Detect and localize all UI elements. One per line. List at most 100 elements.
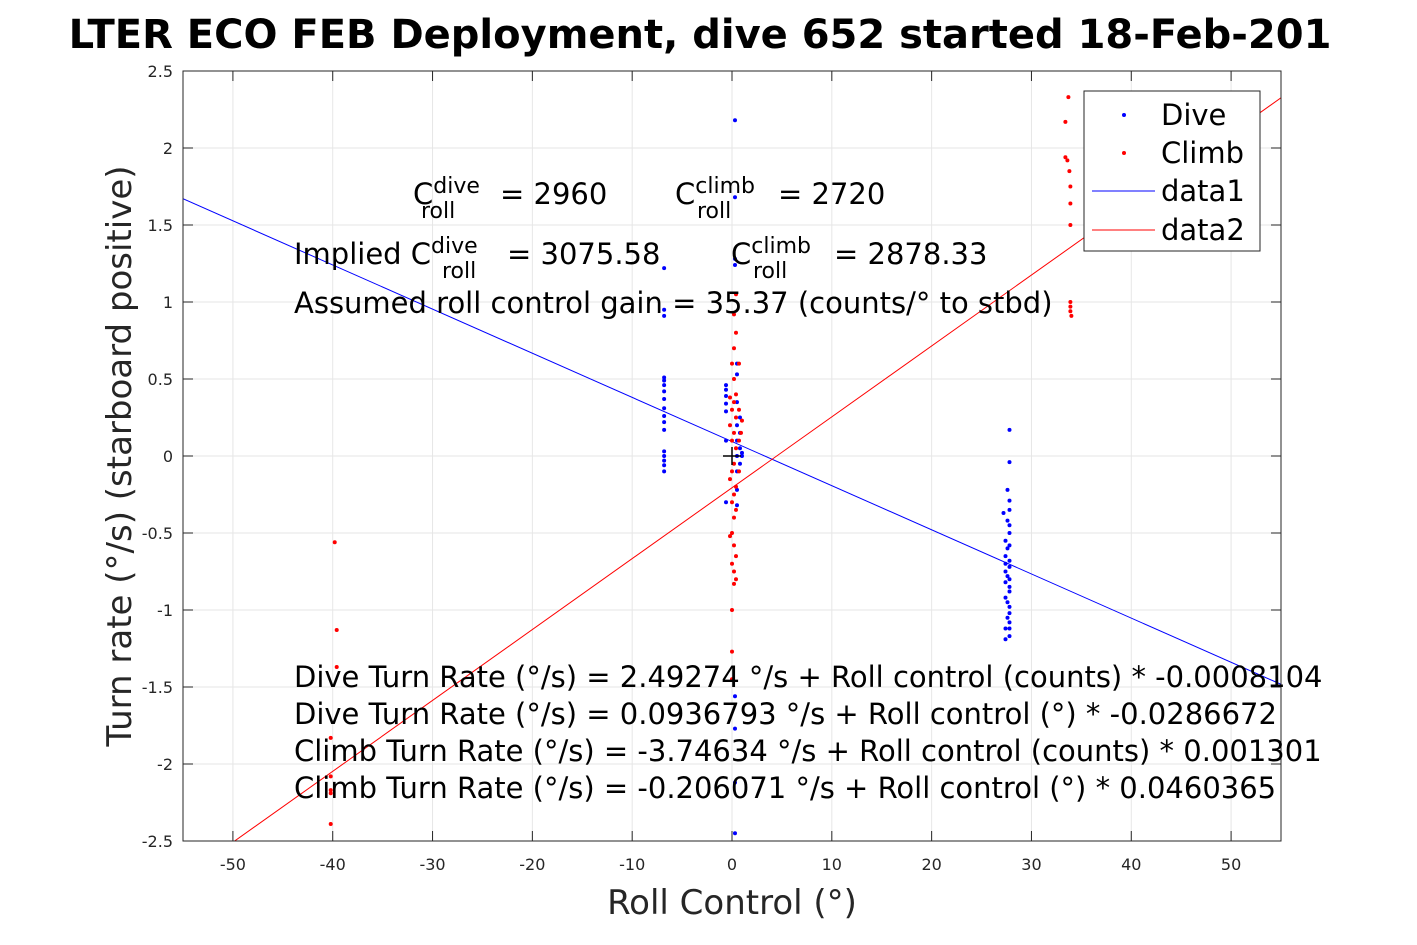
- y-tick-label: -0.5: [142, 524, 173, 543]
- implied-climb-value: = 2878.33: [834, 237, 987, 271]
- point-climb: [1065, 158, 1070, 163]
- roll-subscript: roll: [697, 199, 731, 224]
- point-dive: [1005, 615, 1010, 620]
- point-dive: [732, 726, 737, 731]
- dive-coefficient-value: = 2960: [500, 177, 607, 211]
- dive-coefficient: Cdive roll = 2960: [413, 174, 607, 224]
- roll-subscript: roll: [421, 199, 455, 224]
- point-climb: [731, 569, 736, 574]
- y-tick-label: 2: [163, 139, 173, 158]
- point-dive: [662, 454, 667, 458]
- point-climb: [730, 361, 734, 366]
- point-dive: [1001, 510, 1006, 515]
- point-dive: [724, 393, 729, 398]
- x-tick-label: -40: [320, 855, 346, 874]
- point-climb: [731, 400, 736, 405]
- x-tick-label: 30: [1021, 855, 1041, 874]
- point-climb: [730, 677, 734, 682]
- x-tick-label: 40: [1121, 855, 1141, 874]
- point-climb: [733, 330, 738, 335]
- fit-annotation-2: Dive Turn Rate (°/s) = 0.0936793 °/s + R…: [294, 697, 1277, 731]
- implied-dive-value: = 3075.58: [507, 237, 660, 271]
- x-tick-label: 50: [1221, 855, 1241, 874]
- y-axis-ticks: -2.5 -2 -1.5 -1 -0.5 0 0.5 1 1.5 2 2.5: [142, 62, 1281, 851]
- climb-superscript: climb: [751, 234, 811, 259]
- fit-annotation-3: Climb Turn Rate (°/s) = -3.74634 °/s + R…: [294, 734, 1322, 768]
- point-climb: [731, 377, 736, 381]
- y-tick-label: 1.5: [148, 216, 173, 235]
- y-tick-label: -1.5: [142, 678, 173, 697]
- chart-title: LTER ECO FEB Deployment, dive 652 starte…: [69, 12, 1332, 58]
- point-dive: [1007, 564, 1012, 569]
- point-climb: [328, 735, 333, 740]
- point-dive: [1007, 577, 1012, 582]
- point-dive: [662, 307, 667, 312]
- point-climb: [728, 395, 733, 400]
- point-climb: [730, 438, 734, 443]
- x-tick-label: -10: [619, 855, 645, 874]
- x-tick-label: 0: [727, 855, 737, 874]
- point-climb: [1069, 313, 1074, 318]
- point-climb: [739, 418, 744, 423]
- legend-dive-marker: [1122, 113, 1126, 117]
- point-dive: [734, 487, 739, 492]
- point-dive: [1003, 626, 1008, 631]
- point-dive: [662, 449, 667, 454]
- point-climb: [731, 515, 736, 520]
- point-dive: [724, 500, 729, 505]
- point-climb: [731, 312, 736, 317]
- point-climb: [733, 292, 738, 297]
- point-dive: [724, 409, 729, 414]
- point-climb: [731, 543, 736, 548]
- point-dive: [1003, 637, 1008, 642]
- point-climb: [736, 438, 741, 443]
- point-climb: [1068, 201, 1073, 206]
- point-climb: [1068, 300, 1073, 304]
- climb-coefficient-value: = 2720: [778, 177, 885, 211]
- fit-annotation-1: Dive Turn Rate (°/s) = 2.49274 °/s + Rol…: [294, 660, 1322, 694]
- point-dive: [1005, 574, 1010, 579]
- y-tick-label: -2.5: [142, 832, 173, 851]
- point-climb: [730, 561, 734, 566]
- point-climb: [334, 628, 339, 633]
- x-tick-label: -20: [519, 855, 545, 874]
- point-climb: [1067, 169, 1072, 174]
- point-dive: [739, 454, 744, 458]
- point-dive: [1007, 611, 1012, 616]
- legend-data2-label: data2: [1161, 213, 1245, 247]
- point-climb: [733, 554, 738, 559]
- climb-superscript: climb: [695, 174, 755, 199]
- point-dive: [662, 420, 667, 425]
- point-climb: [733, 577, 738, 582]
- point-dive: [1005, 600, 1010, 605]
- point-dive: [724, 438, 729, 443]
- climb-coefficient: Cclimb roll = 2720: [675, 174, 885, 224]
- point-dive: [1007, 531, 1012, 535]
- point-dive: [1007, 507, 1012, 512]
- data-points: [328, 95, 1074, 836]
- implied-climb-coefficient: Cclimb roll = 2878.33: [731, 234, 987, 284]
- point-dive: [732, 118, 737, 123]
- data-layer: [183, 95, 1281, 841]
- point-dive: [1003, 538, 1008, 543]
- y-tick-label: -2: [157, 755, 173, 774]
- point-dive: [1007, 620, 1012, 625]
- implied-dive-coefficient: Implied Cdive roll = 3075.58: [294, 234, 660, 284]
- point-dive: [1007, 543, 1012, 548]
- point-dive: [1003, 569, 1008, 574]
- roll-subscript: roll: [442, 259, 476, 284]
- point-dive: [662, 463, 667, 468]
- point-climb: [728, 534, 733, 539]
- point-dive: [662, 375, 667, 380]
- point-dive: [662, 389, 667, 394]
- point-climb: [731, 430, 736, 435]
- dive-superscript: dive: [431, 234, 478, 259]
- legend-climb-label: Climb: [1161, 136, 1244, 170]
- dive-superscript: dive: [433, 174, 480, 199]
- point-dive: [1005, 518, 1010, 523]
- point-climb: [1068, 184, 1073, 189]
- point-dive: [1003, 580, 1008, 585]
- point-climb: [730, 608, 734, 612]
- gain-annotation: Assumed roll control gain = 35.37 (count…: [294, 286, 1053, 320]
- y-tick-label: 1: [163, 293, 173, 312]
